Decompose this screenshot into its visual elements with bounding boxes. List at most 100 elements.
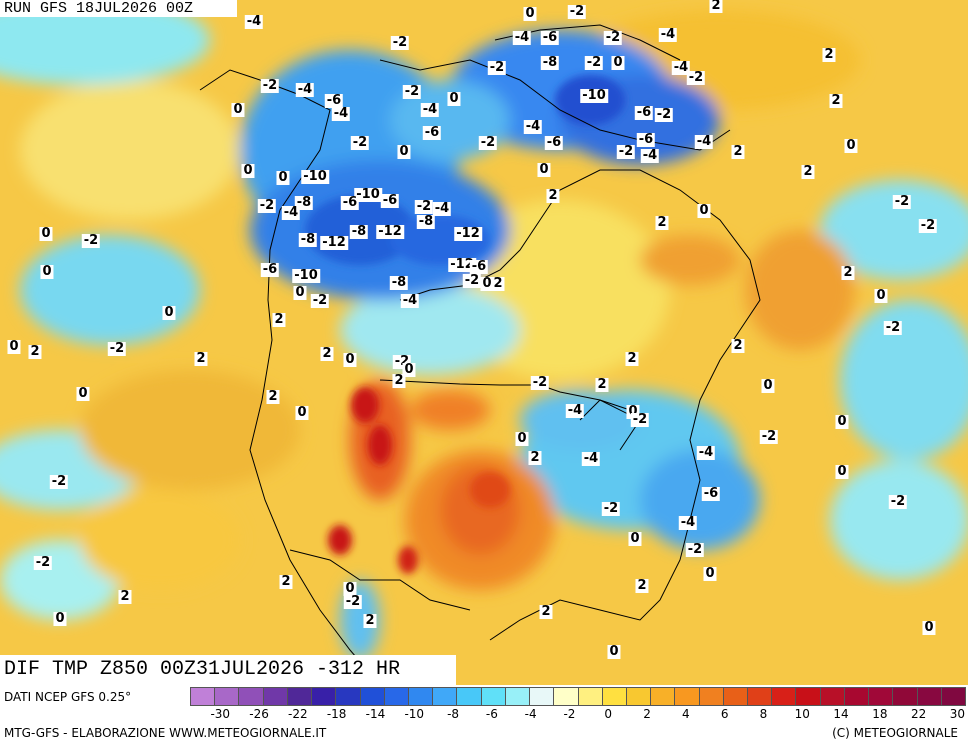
isotherm-label: -10 bbox=[580, 88, 608, 103]
isotherm-label: -2 bbox=[402, 84, 422, 99]
legend-tick-label: -26 bbox=[249, 707, 269, 721]
legend-tick-label: 8 bbox=[759, 707, 768, 721]
isotherm-label: 2 bbox=[829, 93, 843, 108]
isotherm-label: 2 bbox=[392, 373, 406, 388]
isotherm-label: 0 bbox=[402, 362, 416, 377]
legend-tick-label: 22 bbox=[911, 707, 927, 721]
legend-swatch bbox=[771, 687, 796, 706]
legend-swatch bbox=[407, 687, 433, 706]
legend-swatch bbox=[577, 687, 602, 706]
isotherm-label: -2 bbox=[567, 4, 587, 19]
isotherm-label: -4 bbox=[432, 201, 452, 216]
isotherm-label: -4 bbox=[295, 82, 315, 97]
legend-swatch bbox=[238, 687, 263, 706]
isotherm-label: 2 bbox=[28, 344, 42, 359]
legend-tick-label: -4 bbox=[524, 707, 537, 721]
legend-swatch bbox=[286, 687, 312, 706]
isotherm-label: -2 bbox=[601, 501, 621, 516]
isotherm-label: -2 bbox=[630, 412, 650, 427]
isotherm-label: -4 bbox=[565, 403, 585, 418]
isotherm-label: -4 bbox=[420, 102, 440, 117]
legend-tick-label: -10 bbox=[404, 707, 425, 721]
isotherm-label: -12 bbox=[448, 257, 476, 272]
legend-swatch bbox=[843, 687, 869, 706]
legend-swatch bbox=[892, 687, 917, 706]
legend-swatch bbox=[359, 687, 384, 706]
isotherm-label: -6 bbox=[324, 93, 344, 108]
legend-swatch bbox=[553, 687, 578, 706]
isotherm-label: 0 bbox=[162, 305, 176, 320]
isotherm-label: 0 bbox=[343, 581, 357, 596]
isotherm-label: -12 bbox=[320, 235, 348, 250]
isotherm-label: -4 bbox=[671, 60, 691, 75]
isotherm-label: -2 bbox=[616, 144, 636, 159]
isotherm-label: 0 bbox=[515, 431, 529, 446]
data-source-label: DATI NCEP GFS 0.25° bbox=[4, 690, 132, 704]
legend-swatch bbox=[529, 687, 554, 706]
isotherm-label: -8 bbox=[540, 55, 560, 70]
legend-swatch bbox=[819, 687, 844, 706]
isotherm-label: -2 bbox=[49, 474, 69, 489]
isotherm-label: -12 bbox=[454, 226, 482, 241]
map-canvas bbox=[0, 0, 968, 685]
isotherm-label: -4 bbox=[281, 205, 301, 220]
isotherm-label: 2 bbox=[801, 164, 815, 179]
isotherm-label: -4 bbox=[331, 106, 351, 121]
isotherm-label: -4 bbox=[640, 148, 660, 163]
legend-swatch bbox=[335, 687, 360, 706]
copyright-label: (C) METEOGIORNALE bbox=[832, 726, 958, 740]
isotherm-label: -2 bbox=[883, 320, 903, 335]
isotherm-label: 0 bbox=[76, 386, 90, 401]
legend-swatch bbox=[214, 687, 239, 706]
isotherm-label: -8 bbox=[416, 214, 436, 229]
isotherm-label: 2 bbox=[279, 574, 293, 589]
isotherm-label: 2 bbox=[539, 604, 553, 619]
isotherm-label: -6 bbox=[540, 30, 560, 45]
legend-swatch bbox=[262, 687, 287, 706]
isotherm-label: 0 bbox=[295, 405, 309, 420]
isotherm-label: 0 bbox=[537, 162, 551, 177]
isotherm-label: -2 bbox=[390, 35, 410, 50]
isotherm-label: -6 bbox=[701, 486, 721, 501]
isotherm-label: -2 bbox=[487, 60, 507, 75]
isotherm-label: -6 bbox=[544, 135, 564, 150]
isotherm-label: 2 bbox=[635, 578, 649, 593]
isotherm-label: 2 bbox=[731, 338, 745, 353]
legend-tick-label: 6 bbox=[720, 707, 729, 721]
isotherm-label: 0 bbox=[53, 611, 67, 626]
isotherm-label: 0 bbox=[293, 285, 307, 300]
legend-swatch bbox=[311, 687, 336, 706]
isotherm-label: -4 bbox=[400, 293, 420, 308]
isotherm-label: 0 bbox=[447, 91, 461, 106]
isotherm-label: 0 bbox=[844, 138, 858, 153]
legend-swatch bbox=[190, 687, 215, 706]
isotherm-label: 0 bbox=[397, 144, 411, 159]
isotherm-label: -2 bbox=[310, 293, 330, 308]
isotherm-label: 2 bbox=[822, 47, 836, 62]
isotherm-label: 2 bbox=[841, 265, 855, 280]
isotherm-label: -6 bbox=[634, 105, 654, 120]
isotherm-label: -4 bbox=[523, 119, 543, 134]
isotherm-label: -10 bbox=[301, 169, 329, 184]
isotherm-label: 0 bbox=[40, 264, 54, 279]
isotherm-label: 2 bbox=[320, 346, 334, 361]
isotherm-label: 2 bbox=[595, 377, 609, 392]
legend-tick-label: -18 bbox=[326, 707, 347, 721]
isotherm-label: -6 bbox=[260, 262, 280, 277]
isotherm-label: -10 bbox=[292, 268, 320, 283]
legend-swatch bbox=[383, 687, 408, 706]
isotherm-label: 2 bbox=[546, 188, 560, 203]
isotherm-label: -2 bbox=[350, 135, 370, 150]
isotherm-label: 0 bbox=[835, 414, 849, 429]
legend-swatch bbox=[504, 687, 530, 706]
legend-swatch bbox=[674, 687, 699, 706]
legend-swatch bbox=[698, 687, 723, 706]
isotherm-label: 0 bbox=[523, 6, 537, 21]
legend-tick-label: -6 bbox=[485, 707, 498, 721]
legend-swatch bbox=[722, 687, 748, 706]
legend-swatch bbox=[868, 687, 893, 706]
isotherm-label: 0 bbox=[761, 378, 775, 393]
isotherm-label: 0 bbox=[343, 352, 357, 367]
field-title: DIF TMP Z850 00Z31JUL2026 -312 HR bbox=[0, 655, 456, 685]
legend-swatch bbox=[432, 687, 457, 706]
